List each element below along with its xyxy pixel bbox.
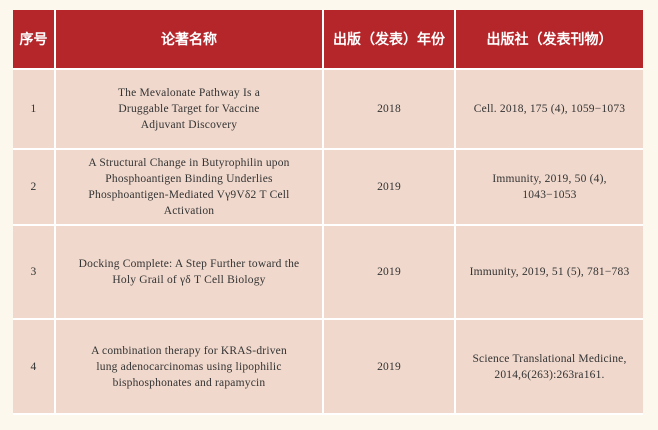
cell-year: 2018 [322,68,456,150]
cell-number: 2 [13,148,56,226]
table-row: 1 The Mevalonate Pathway Is a Druggable … [13,68,643,150]
cell-number: 4 [13,318,56,415]
cell-publisher: Cell. 2018, 175 (4), 1059−1073 [454,68,643,150]
cell-year: 2019 [322,148,456,226]
cell-number: 3 [13,224,56,320]
cell-number: 1 [13,68,56,150]
cell-publisher: Science Translational Medicine, 2014,6(2… [454,318,643,415]
table-row: 3 Docking Complete: A Step Further towar… [13,224,643,320]
cell-title: Docking Complete: A Step Further toward … [54,224,324,320]
cell-year: 2019 [322,224,456,320]
cell-title: The Mevalonate Pathway Is a Druggable Ta… [54,68,324,150]
header-row: 序号 论著名称 出版（发表）年份 出版社（发表刊物） [13,10,643,70]
table-row: 4 A combination therapy for KRAS-driven … [13,318,643,415]
cell-title: A combination therapy for KRAS-driven lu… [54,318,324,415]
header-year: 出版（发表）年份 [322,10,456,70]
header-number: 序号 [13,10,56,70]
cell-publisher: Immunity, 2019, 50 (4), 1043−1053 [454,148,643,226]
cell-year: 2019 [322,318,456,415]
table-row: 2 A Structural Change in Butyrophilin up… [13,148,643,226]
publications-table: 序号 论著名称 出版（发表）年份 出版社（发表刊物） 1 The Mevalon… [13,10,643,415]
header-title: 论著名称 [54,10,324,70]
cell-publisher: Immunity, 2019, 51 (5), 781−783 [454,224,643,320]
cell-title: A Structural Change in Butyrophilin upon… [54,148,324,226]
header-publisher: 出版社（发表刊物） [454,10,643,70]
